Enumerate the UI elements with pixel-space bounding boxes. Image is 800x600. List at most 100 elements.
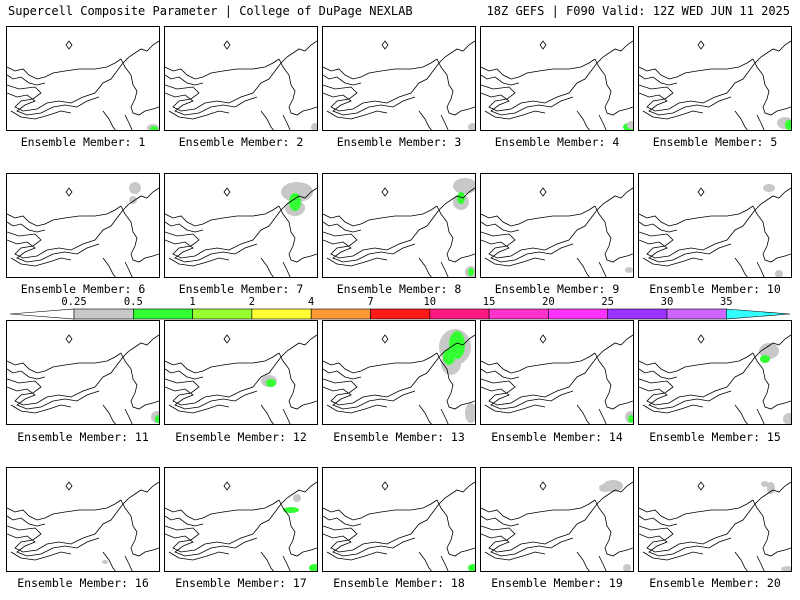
colorbar-tick-label: 15 — [482, 296, 496, 308]
ensemble-panel — [6, 173, 160, 278]
colorbar-tick-label: 2 — [248, 296, 256, 308]
ensemble-member-label: Ensemble Member: 20 — [649, 576, 781, 590]
basemap — [639, 184, 791, 277]
colorbar-segment — [725, 308, 790, 320]
ensemble-member-label: Ensemble Member: 11 — [17, 430, 149, 444]
basemap — [481, 480, 633, 571]
scp-contour-gray — [767, 482, 775, 494]
colorbar-tick-label: 20 — [542, 296, 555, 308]
basemap — [481, 187, 633, 277]
ensemble-panel — [322, 26, 476, 131]
valid-time: 18Z GEFS | F090 Valid: 12Z WED JUN 11 20… — [486, 4, 790, 18]
ensemble-member-label: Ensemble Member: 12 — [175, 430, 307, 444]
basemap — [165, 182, 317, 277]
scp-contour-gray — [781, 566, 791, 571]
ensemble-member-label: Ensemble Member: 18 — [333, 576, 465, 590]
basemap — [639, 334, 791, 424]
basemap — [639, 481, 791, 571]
scp-contour-green — [309, 564, 317, 571]
scp-contour-green — [457, 192, 465, 204]
ensemble-panel — [322, 320, 476, 425]
ensemble-member-label: Ensemble Member: 14 — [491, 430, 623, 444]
ensemble-panel — [638, 26, 792, 131]
scp-contour-green — [266, 379, 276, 387]
ensemble-member-label: Ensemble Member: 13 — [333, 430, 465, 444]
basemap — [7, 182, 159, 277]
scp-contour-gray — [102, 560, 108, 564]
scp-contour-green — [283, 507, 299, 513]
map-title: Supercell Composite Parameter | College … — [8, 4, 413, 18]
colorbar-tick-label: 7 — [367, 296, 374, 308]
colorbar-segment — [666, 308, 727, 320]
basemap — [481, 334, 633, 424]
scp-contour-gray — [129, 196, 137, 204]
scp-contour-gray — [281, 182, 313, 202]
colorbar-tick-label: 0.5 — [123, 296, 143, 308]
colorbar-tick-label: 30 — [660, 296, 674, 308]
colorbar-segment — [133, 308, 193, 320]
scp-contour-green — [760, 355, 770, 363]
scp-contour-green — [468, 564, 475, 571]
ensemble-panel — [322, 173, 476, 278]
basemap — [323, 329, 475, 424]
scp-contour-gray — [311, 123, 317, 130]
colorbar-tick-label: 1 — [189, 296, 196, 308]
ensemble-panel — [638, 173, 792, 278]
scp-contour-gray — [763, 184, 775, 192]
ensemble-member-label: Ensemble Member: 6 — [20, 282, 146, 296]
colorbar-tick-label: 25 — [601, 296, 615, 308]
basemap — [323, 40, 475, 130]
colorbar-tick-label: 10 — [423, 296, 437, 308]
colorbar-segment — [192, 308, 253, 320]
scp-contour-green — [443, 349, 455, 365]
scp-contour-gray — [625, 267, 633, 273]
scp-contour-gray — [453, 178, 475, 194]
ensemble-member-label: Ensemble Member: 19 — [491, 576, 623, 590]
basemap — [165, 40, 317, 130]
basemap — [7, 481, 159, 571]
ensemble-member-label: Ensemble Member: 15 — [649, 430, 781, 444]
colorbar-segment — [607, 308, 668, 320]
ensemble-panel — [480, 467, 634, 572]
colorbar-segment — [370, 308, 431, 320]
ensemble-member-label: Ensemble Member: 7 — [178, 282, 304, 296]
colorbar-segment — [548, 308, 609, 320]
colorbar-segment — [488, 308, 549, 320]
basemap — [7, 40, 159, 130]
scp-contour-green — [468, 268, 474, 276]
scp-contour-green — [785, 120, 791, 130]
scp-contour-green — [289, 193, 301, 211]
ensemble-member-label: Ensemble Member: 2 — [178, 135, 304, 149]
colorbar-segment — [251, 308, 312, 320]
scp-contour-gray — [468, 123, 475, 130]
basemap — [165, 481, 317, 571]
basemap — [323, 178, 475, 277]
ensemble-member-label: Ensemble Member: 9 — [494, 282, 620, 296]
ensemble-panel — [480, 320, 634, 425]
ensemble-panel — [164, 173, 318, 278]
scp-contour-gray — [775, 270, 783, 277]
ensemble-member-label: Ensemble Member: 8 — [336, 282, 462, 296]
basemap — [7, 334, 159, 424]
ensemble-panel — [6, 26, 160, 131]
ensemble-panel — [638, 467, 792, 572]
color-scale-bar — [10, 308, 790, 320]
scp-contour-gray — [783, 413, 791, 424]
colorbar-left-arrow — [10, 308, 75, 320]
ensemble-panel — [480, 26, 634, 131]
scp-contour-green — [155, 415, 159, 423]
ensemble-member-label: Ensemble Member: 10 — [649, 282, 781, 296]
scp-contour-gray — [759, 343, 779, 359]
scp-contour-green — [628, 415, 633, 423]
scp-contour-gray — [129, 182, 141, 194]
scp-contour-gray — [465, 403, 475, 423]
scp-contour-gray — [627, 121, 633, 129]
ensemble-panel — [638, 320, 792, 425]
ensemble-panel — [6, 320, 160, 425]
colorbar-segment — [73, 308, 134, 320]
scp-contour-gray — [761, 481, 769, 487]
colorbar-tick-label: 0.25 — [61, 296, 87, 308]
colorbar-segment — [310, 308, 371, 320]
ensemble-panel — [164, 467, 318, 572]
ensemble-panel — [6, 467, 160, 572]
